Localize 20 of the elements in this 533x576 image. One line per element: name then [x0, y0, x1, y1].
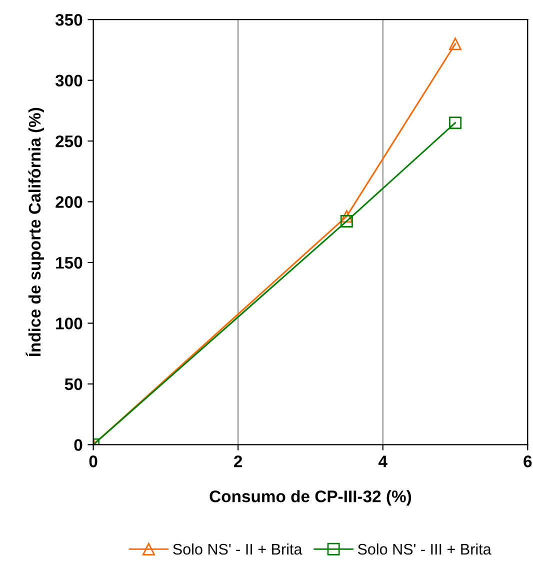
- x-tick-label: 4: [378, 456, 388, 468]
- y-tick-label: 100: [56, 318, 82, 330]
- x-tick-label: 0: [89, 456, 98, 468]
- legend-label: Solo NS' - III + Brita: [358, 543, 492, 555]
- point: [340, 214, 353, 228]
- x-axis-title: Consumo de CP-III-32 (%): [210, 490, 412, 506]
- y-axis-title: Índice de suporte Califórnia (%): [26, 108, 44, 356]
- y-tick-label: 300: [55, 74, 82, 87]
- y-tick-label: 200: [56, 196, 82, 208]
- y-tick-label: 50: [64, 378, 82, 390]
- x-tick-label: 6: [524, 456, 532, 468]
- y-tick-label: 250: [56, 135, 82, 148]
- y-tick-label: 150: [56, 256, 82, 269]
- point: [449, 38, 462, 50]
- y-tick-label: 0: [74, 439, 82, 451]
- y-tick-label: 350: [55, 14, 82, 26]
- point: [340, 210, 353, 223]
- legend-label: Solo NS' - II + Brita: [173, 543, 302, 555]
- point: [449, 116, 462, 130]
- x-tick-label: 2: [234, 456, 242, 468]
